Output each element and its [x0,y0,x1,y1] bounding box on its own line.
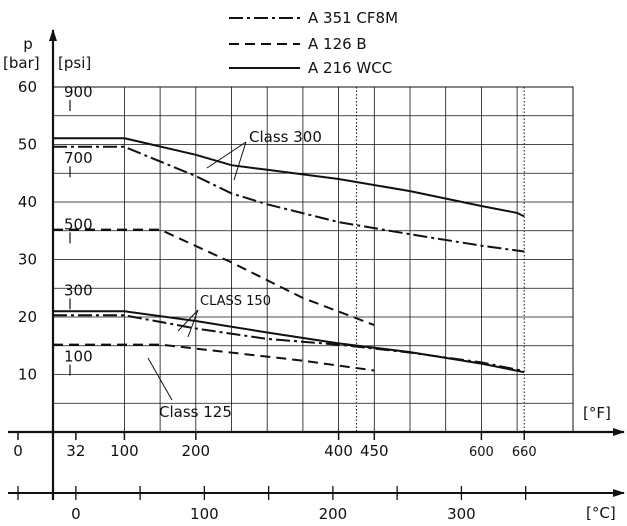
y-tick-label-bar-40: 40 [18,193,37,211]
y-tick-label-bar-10: 10 [18,366,37,384]
x-tick-label-c-100: 100 [190,505,219,523]
x-tick-label-f-400: 400 [324,442,353,460]
y-tick-label-psi-900: 900 [64,83,93,101]
series-line-class-300-a-216-wcc [53,137,525,218]
x-tick-label-c-300: 300 [447,505,476,523]
x-axis-f-unit: [°F] [583,404,611,422]
annotation-class-300: Class 300 [206,128,322,181]
data-series [53,137,525,374]
series-line-class-250-a-126-b [53,228,375,327]
x-axis-c-unit: [°C] [586,504,616,522]
annotation-class-125: Class 125 [147,357,232,421]
x-tick-label-c-200: 200 [319,505,348,523]
x-tick-label-f-450: 450 [360,442,389,460]
annotation-class-300-leader-1 [206,141,247,169]
annotation-class-150: CLASS 150 [177,294,271,338]
legend-label-cf8m: A 351 CF8M [308,9,398,27]
legend-item-wcc: A 216 WCC [229,59,392,77]
x-tick-label-f-600: 600 [469,445,494,460]
y-axis-symbol: p [23,35,33,53]
y-tick-label-psi-700: 700 [64,149,93,167]
y-tick-labels: 10 20 30 40 50 60 100 300 500 700 900 [18,78,93,384]
legend-label-wcc: A 216 WCC [308,59,392,77]
x-tick-label-f-660: 660 [512,445,537,460]
annotation-class-300-leader-2 [233,141,247,181]
annotation-class-150-leader-1 [177,309,199,332]
y-tick-label-bar-60: 60 [18,78,37,96]
x-tick-label-f-0: 0 [13,442,23,460]
annotation-class-125-text: Class 125 [159,403,232,421]
axes: 0 32 100 200 400 450 600 660 0 100 200 300 [8,29,625,523]
x-tick-label-f-100: 100 [110,442,139,460]
series-line-class-125-a-126-b [53,343,375,372]
y-axis-bar-unit: [bar] [3,54,40,72]
annotation-class-300-text: Class 300 [249,128,322,146]
annotation-class-150-leader-2 [187,309,199,338]
grid-lines [53,86,573,432]
series-line-class-150-a-351-cf8m [53,314,525,373]
y-tick-label-psi-100: 100 [64,348,93,366]
legend-item-cf8m: A 351 CF8M [229,9,398,27]
legend-item-a126b: A 126 B [229,35,367,53]
y-tick-label-bar-30: 30 [18,251,37,269]
y-tick-label-psi-300: 300 [64,281,93,299]
y-axis-psi-unit: [psi] [58,54,91,72]
y-tick-label-bar-20: 20 [18,308,37,326]
legend: A 351 CF8M A 126 B A 216 WCC [229,9,398,77]
y-tick-label-bar-50: 50 [18,136,37,154]
series-line-class-150-a-216-wcc [53,310,525,374]
y-tick-label-psi-500: 500 [64,215,93,233]
annotation-class-150-text: CLASS 150 [200,294,271,309]
x-tick-label-f-200: 200 [181,442,210,460]
legend-label-a126b: A 126 B [308,35,367,53]
x-tick-label-f-32: 32 [66,442,85,460]
annotation-class-125-leader [147,357,173,401]
x-tick-label-c-0: 0 [71,505,81,523]
series-line-class-300-a-351-cf8m [53,145,525,253]
